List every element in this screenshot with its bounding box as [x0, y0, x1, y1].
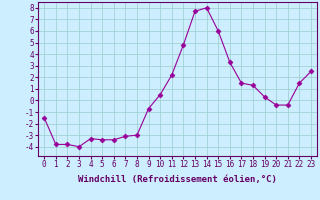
X-axis label: Windchill (Refroidissement éolien,°C): Windchill (Refroidissement éolien,°C)	[78, 175, 277, 184]
